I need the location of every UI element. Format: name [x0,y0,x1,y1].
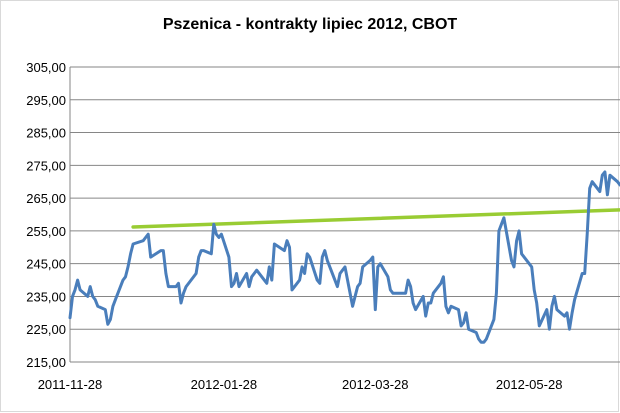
y-tick-label: 275,00 [26,158,66,173]
x-tick-label: 2011-11-28 [38,377,103,392]
x-tick-label: 2012-03-28 [342,377,409,392]
x-tick-label: 2012-01-28 [191,377,258,392]
chart-title: Pszenica - kontrakty lipiec 2012, CBOT [162,16,458,33]
x-tick-label: 2012-05-28 [496,377,563,392]
y-tick-label: 245,00 [26,257,66,272]
trend-series-line [131,208,620,229]
y-tick-label: 215,00 [26,355,66,370]
y-tick-label: 305,00 [26,60,66,75]
price-series-line [68,170,620,344]
y-tick-label: 285,00 [26,126,66,141]
y-tick-label: 235,00 [26,289,66,304]
y-tick-label: 265,00 [26,191,66,206]
y-tick-label: 255,00 [26,224,66,239]
y-tick-label: 225,00 [26,322,66,337]
y-tick-label: 295,00 [26,93,66,108]
